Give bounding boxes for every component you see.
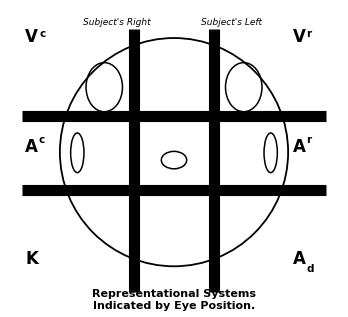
Text: c: c [39, 29, 46, 39]
Text: Representational Systems
Indicated by Eye Position.: Representational Systems Indicated by Ey… [92, 289, 256, 311]
Text: c: c [39, 135, 45, 145]
Text: A: A [293, 250, 306, 268]
Text: Subject's Right: Subject's Right [83, 18, 151, 27]
Text: V: V [25, 28, 38, 46]
Text: Subject's Left: Subject's Left [200, 18, 262, 27]
Text: r: r [307, 29, 311, 39]
Text: K: K [25, 250, 38, 268]
Text: A: A [293, 139, 306, 156]
Text: A: A [25, 139, 38, 156]
Text: r: r [307, 135, 311, 145]
Text: V: V [293, 28, 306, 46]
Text: d: d [307, 264, 314, 274]
